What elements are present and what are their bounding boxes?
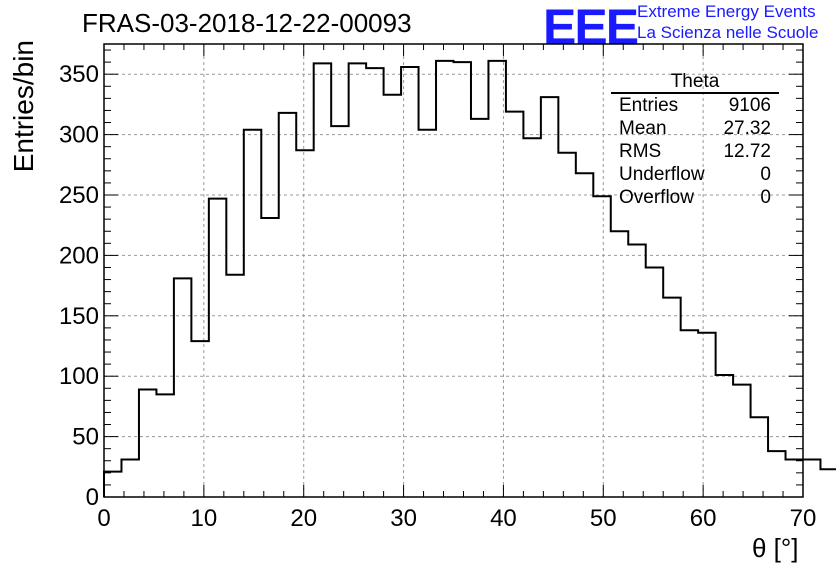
chart-title: FRAS-03-2018-12-22-00093 [82, 8, 412, 38]
x-tick-label: 0 [97, 505, 110, 532]
stats-value: 0 [760, 187, 771, 208]
logo-line-1: Extreme Energy Events [637, 2, 816, 21]
histogram-bin [471, 119, 488, 497]
y-tick-label: 200 [59, 242, 99, 269]
stats-label: Entries [619, 95, 679, 116]
histogram-bin [611, 231, 628, 497]
stats-box: Theta Entries 9106 Mean 27.32 RMS 12.72 Und… [611, 72, 779, 209]
logo-line-2: La Scienza nelle Scuole [637, 23, 819, 42]
histogram-bin [296, 150, 313, 497]
histogram-bin [419, 130, 436, 497]
histogram-bin [716, 375, 733, 497]
stats-label: Mean [619, 118, 667, 139]
histogram-bin [226, 275, 243, 497]
histogram-bin [506, 112, 523, 497]
y-tick-label: 250 [59, 182, 99, 209]
histogram-bin [523, 138, 540, 497]
stats-value: 0 [760, 164, 771, 185]
stats-value: 9106 [728, 95, 771, 116]
stats-row-rms: RMS 12.72 [611, 140, 779, 163]
x-tick-label: 70 [790, 505, 817, 532]
x-tick-label: 40 [490, 505, 517, 532]
histogram-bin [156, 394, 173, 497]
histogram-bin [786, 460, 803, 497]
histogram-bin [768, 451, 785, 497]
histogram-bin [331, 126, 348, 497]
histogram-bin [104, 472, 121, 497]
histogram-bin [366, 68, 383, 497]
stats-label: Overflow [619, 187, 694, 208]
stats-title: Theta [611, 72, 779, 94]
histogram-bin [454, 62, 471, 497]
stats-label: Underflow [619, 164, 705, 185]
histogram-bin [191, 341, 208, 497]
stats-row-overflow: Overflow 0 [611, 186, 779, 209]
histogram-bin [803, 460, 820, 497]
stats-row-mean: Mean 27.32 [611, 117, 779, 140]
x-tick-label: 50 [590, 505, 617, 532]
stats-value: 12.72 [723, 141, 771, 162]
x-tick-label: 30 [390, 505, 417, 532]
histogram-bin [646, 267, 663, 497]
histogram-bin [209, 199, 226, 497]
histogram-bin [681, 330, 698, 497]
histogram-bin [576, 173, 593, 497]
stats-row-underflow: Underflow 0 [611, 163, 779, 186]
y-tick-label: 50 [72, 424, 99, 451]
plot-frame [103, 43, 804, 498]
y-tick-label: 150 [59, 303, 99, 330]
histogram-bin [593, 196, 610, 497]
histogram-bin [139, 389, 156, 497]
x-axis-label: θ [°] [752, 533, 799, 563]
histogram-bin [733, 385, 750, 497]
histogram-bin [279, 113, 296, 497]
y-tick-label: 350 [59, 61, 99, 88]
stats-row-entries: Entries 9106 [611, 94, 779, 117]
histogram-bin [261, 218, 278, 497]
x-tick-label: 20 [290, 505, 317, 532]
histogram-bin [401, 67, 418, 497]
stats-label: RMS [619, 141, 662, 162]
histogram-bin [314, 63, 331, 497]
x-tick-label: 60 [690, 505, 717, 532]
histogram-bin [244, 130, 261, 497]
histogram-bin [436, 61, 453, 497]
y-tick-label: 300 [59, 122, 99, 149]
histogram-bin [349, 63, 366, 497]
histogram-bin [663, 298, 680, 497]
x-tick-label: 10 [191, 505, 218, 532]
histogram-bin [174, 278, 191, 497]
histogram-bin [558, 153, 575, 497]
histogram-bin [698, 333, 715, 497]
stats-value: 27.32 [723, 118, 771, 139]
histogram-bin [628, 245, 645, 497]
y-tick-label: 0 [86, 484, 99, 511]
histogram-bin [820, 469, 836, 497]
histogram-bin [751, 417, 768, 497]
y-tick-label: 100 [59, 363, 99, 390]
